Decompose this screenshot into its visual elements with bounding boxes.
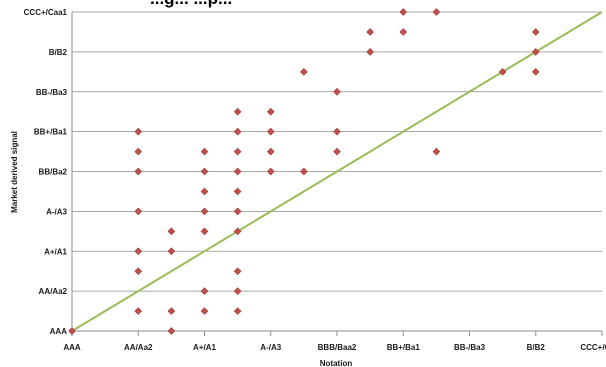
data-point bbox=[167, 227, 176, 236]
data-point bbox=[233, 187, 242, 196]
data-point bbox=[531, 28, 540, 36]
x-tick-labels: AAA AA/Aa2 A+/A1 A-/A3 BBB/Baa2 BB+/Ba1 BB-/Ba… bbox=[63, 343, 606, 352]
data-point bbox=[134, 167, 143, 176]
reference-line-group bbox=[71, 11, 603, 332]
data-point bbox=[266, 147, 275, 156]
data-point bbox=[366, 28, 374, 36]
data-point bbox=[134, 307, 143, 315]
data-point bbox=[300, 67, 308, 76]
data-point bbox=[167, 307, 176, 315]
data-point bbox=[200, 207, 209, 216]
data-point bbox=[498, 67, 507, 76]
reference-line bbox=[71, 11, 603, 332]
data-point bbox=[233, 227, 242, 236]
data-point bbox=[167, 247, 176, 256]
x-tick-label: BB+/Ba1 bbox=[387, 343, 421, 352]
x-tick-label: BBB/Baa2 bbox=[318, 343, 357, 352]
data-point bbox=[134, 147, 143, 156]
data-point bbox=[134, 207, 143, 216]
data-point bbox=[266, 167, 275, 176]
data-point bbox=[200, 227, 209, 236]
data-point bbox=[134, 267, 143, 276]
x-tick-label: AAA bbox=[63, 343, 81, 352]
x-axis-title: Notation bbox=[320, 359, 353, 367]
y-tick-label: A+/A1 bbox=[44, 247, 67, 256]
data-point bbox=[233, 307, 242, 315]
data-point bbox=[233, 107, 242, 116]
data-points bbox=[68, 8, 540, 335]
y-tick-label: A-/A3 bbox=[46, 207, 67, 216]
data-point bbox=[333, 87, 341, 96]
x-tick-label: A-/A3 bbox=[260, 343, 281, 352]
data-point bbox=[432, 147, 441, 156]
data-point bbox=[68, 327, 76, 335]
axes bbox=[71, 12, 603, 336]
data-point bbox=[134, 247, 143, 256]
data-point bbox=[399, 28, 408, 36]
data-point bbox=[167, 327, 176, 335]
data-point bbox=[200, 167, 209, 176]
data-point bbox=[200, 147, 209, 156]
data-point bbox=[399, 8, 408, 16]
x-tick-label: A+/A1 bbox=[193, 343, 216, 352]
y-tick-label: CCC+/Caa1 bbox=[24, 8, 68, 17]
data-point bbox=[266, 107, 275, 116]
data-point bbox=[233, 167, 242, 176]
y-tick-label: BB+/Ba1 bbox=[34, 128, 68, 137]
data-point bbox=[200, 307, 209, 315]
x-tick-label: AA/Aa2 bbox=[124, 343, 153, 352]
y-tick-label: BB/Ba2 bbox=[39, 168, 68, 177]
data-point bbox=[233, 147, 242, 156]
chart-title: ...g... ...p... bbox=[150, 0, 232, 8]
data-point bbox=[432, 8, 441, 16]
y-tick-label: B/B2 bbox=[49, 48, 68, 57]
y-tick-label: BB-/Ba3 bbox=[36, 88, 68, 97]
data-point bbox=[300, 167, 308, 176]
data-point bbox=[531, 48, 540, 56]
data-point bbox=[233, 127, 242, 136]
data-point bbox=[333, 127, 341, 136]
y-axis-title: Market derived signal bbox=[10, 131, 19, 213]
y-tick-labels: AAA AA/Aa2 A+/A1 A-/A3 BB/Ba2 BB+/Ba1 BB-/Ba3 B… bbox=[24, 8, 68, 336]
data-point bbox=[200, 187, 209, 196]
y-tick-label: AAA bbox=[50, 327, 68, 336]
x-tick-label: CCC+/Caa1 bbox=[580, 343, 606, 352]
data-point bbox=[233, 287, 242, 295]
x-tick-label: BB-/Ba3 bbox=[454, 343, 486, 352]
x-tick-label: B/B2 bbox=[527, 343, 546, 352]
data-point bbox=[266, 127, 275, 136]
y-tick-label: AA/Aa2 bbox=[39, 287, 68, 296]
data-point bbox=[233, 267, 242, 276]
data-point bbox=[366, 48, 374, 56]
data-point bbox=[134, 127, 143, 136]
data-point bbox=[200, 287, 209, 295]
data-point bbox=[333, 147, 341, 156]
data-point bbox=[233, 207, 242, 216]
data-point bbox=[531, 67, 540, 76]
